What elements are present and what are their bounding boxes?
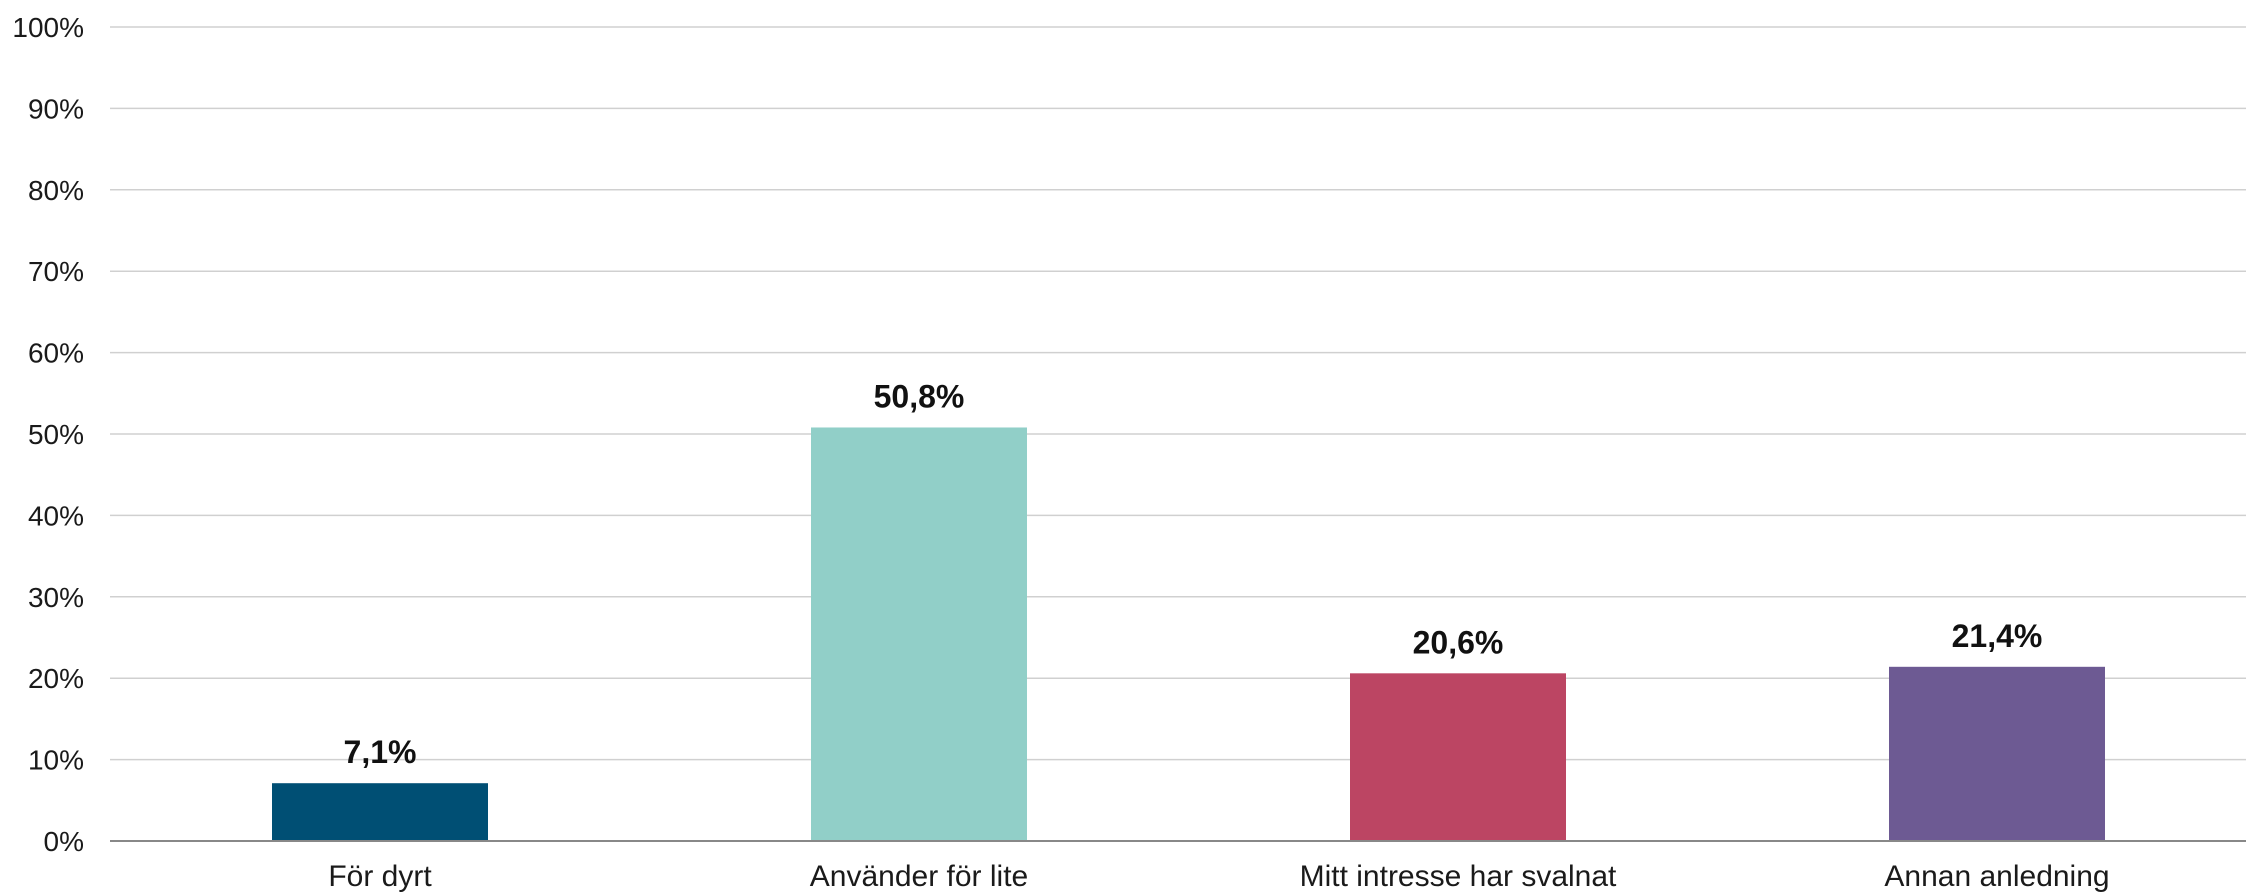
y-tick-label: 30% bbox=[28, 582, 84, 613]
data-label: 7,1% bbox=[344, 734, 417, 770]
bar bbox=[272, 783, 488, 841]
y-axis-tick-labels: 0% 10% 20% 30% 40% 50% 60% 70% 80% 90% 100% bbox=[12, 12, 84, 857]
category-label: Använder för lite bbox=[810, 860, 1028, 893]
y-tick-label: 50% bbox=[28, 419, 84, 450]
y-tick-label: 0% bbox=[44, 826, 84, 857]
bar bbox=[811, 427, 1027, 841]
x-axis-category-labels: För dyrt Använder för lite Mitt intresse h… bbox=[328, 860, 2109, 893]
category-label: För dyrt bbox=[328, 860, 432, 893]
y-tick-label: 80% bbox=[28, 175, 84, 206]
data-label: 50,8% bbox=[874, 378, 965, 414]
gridlines bbox=[110, 26, 2246, 761]
y-tick-label: 10% bbox=[28, 745, 84, 776]
y-tick-label: 100% bbox=[12, 12, 84, 43]
category-label: Annan anledning bbox=[1884, 860, 2109, 893]
data-labels: 7,1% 50,8% 20,6% 21,4% bbox=[344, 378, 2043, 770]
category-label: Mitt intresse har svalnat bbox=[1300, 860, 1617, 893]
data-label: 21,4% bbox=[1952, 618, 2043, 654]
bars bbox=[272, 427, 2105, 841]
data-label: 20,6% bbox=[1413, 624, 1504, 660]
bar bbox=[1350, 673, 1566, 841]
y-tick-label: 20% bbox=[28, 663, 84, 694]
bar bbox=[1889, 666, 2105, 841]
y-tick-label: 60% bbox=[28, 338, 84, 369]
y-tick-label: 70% bbox=[28, 256, 84, 287]
y-tick-label: 90% bbox=[28, 93, 84, 124]
y-tick-label: 40% bbox=[28, 500, 84, 531]
